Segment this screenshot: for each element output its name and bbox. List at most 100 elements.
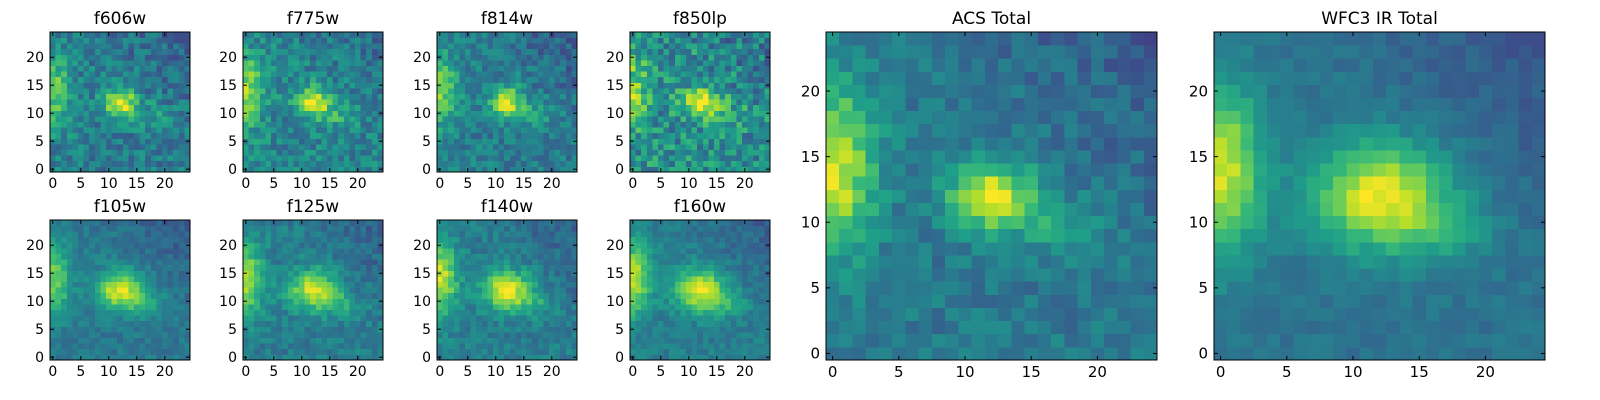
heatmap-cell bbox=[134, 248, 140, 254]
heatmap-cell bbox=[321, 155, 328, 162]
heatmap-cell bbox=[476, 48, 483, 55]
heatmap-cell bbox=[117, 343, 124, 350]
heatmap-cell bbox=[448, 287, 455, 294]
heatmap-cell bbox=[66, 60, 73, 66]
heatmap-cell bbox=[481, 43, 488, 50]
heatmap-cell bbox=[343, 220, 350, 226]
heatmap-cell bbox=[287, 166, 294, 173]
heatmap-cell bbox=[106, 276, 112, 282]
heatmap-cell bbox=[476, 270, 483, 277]
heatmap-cell bbox=[145, 315, 152, 322]
heatmap-cell bbox=[310, 32, 317, 38]
heatmap-cell bbox=[686, 132, 692, 139]
heatmap-cell bbox=[287, 43, 294, 50]
heatmap-cell bbox=[571, 315, 578, 322]
heatmap-cell bbox=[481, 270, 488, 277]
heatmap-cell bbox=[521, 65, 527, 72]
heatmap-cell bbox=[162, 287, 168, 294]
heatmap-cell bbox=[442, 270, 449, 277]
heatmap-cell bbox=[442, 160, 449, 167]
heatmap-cell bbox=[669, 144, 676, 150]
heatmap-cell bbox=[537, 270, 544, 277]
heatmap-cell bbox=[658, 37, 664, 44]
heatmap-cell bbox=[377, 48, 384, 55]
heatmap-cell bbox=[498, 116, 505, 122]
heatmap-cell bbox=[635, 116, 642, 122]
heatmap-cell bbox=[55, 127, 62, 134]
heatmap-cell bbox=[736, 304, 743, 310]
heatmap-cell bbox=[504, 37, 511, 44]
heatmap-cell bbox=[459, 343, 466, 350]
heatmap-cell bbox=[526, 93, 533, 100]
heatmap-cell bbox=[459, 48, 466, 55]
heatmap-cell bbox=[128, 76, 135, 83]
heatmap-cell bbox=[543, 259, 550, 266]
heatmap-cell bbox=[487, 225, 494, 232]
heatmap-cell bbox=[145, 48, 152, 55]
heatmap-cell bbox=[332, 236, 339, 243]
heatmap-cell bbox=[243, 43, 249, 50]
heatmap-cell bbox=[178, 287, 185, 294]
heatmap-cell bbox=[248, 138, 255, 145]
heatmap-cell bbox=[327, 276, 333, 282]
x-tick-label: 15 bbox=[515, 176, 533, 192]
heatmap-cell bbox=[271, 337, 277, 344]
heatmap-cell bbox=[470, 320, 477, 327]
heatmap-cell bbox=[117, 337, 124, 344]
heatmap-cell bbox=[498, 60, 505, 66]
heatmap-cell bbox=[50, 337, 56, 344]
heatmap-cell bbox=[315, 304, 322, 310]
heatmap-cell bbox=[248, 88, 255, 94]
heatmap-cell bbox=[565, 326, 572, 333]
heatmap-cell bbox=[747, 88, 754, 94]
heatmap-cell bbox=[83, 149, 90, 156]
heatmap-cell bbox=[271, 259, 277, 266]
heatmap-cell bbox=[349, 54, 356, 61]
heatmap-cell bbox=[658, 93, 664, 100]
heatmap-cell bbox=[702, 160, 709, 167]
heatmap-cell bbox=[476, 220, 483, 226]
heatmap-cell bbox=[487, 121, 494, 128]
heatmap-cell bbox=[442, 326, 449, 333]
y-tick-label: 15 bbox=[413, 266, 431, 282]
heatmap-cell bbox=[549, 236, 555, 243]
heatmap-cell bbox=[360, 298, 367, 305]
heatmap-cell bbox=[178, 99, 185, 106]
heatmap-cell bbox=[571, 236, 578, 243]
heatmap-cell bbox=[50, 116, 56, 122]
heatmap-cell bbox=[571, 144, 578, 150]
heatmap-cell bbox=[139, 242, 146, 249]
heatmap-cell bbox=[708, 354, 715, 361]
heatmap-cell bbox=[83, 292, 90, 299]
heatmap-cell bbox=[276, 231, 283, 238]
heatmap-cell bbox=[117, 248, 124, 254]
heatmap-cell bbox=[498, 309, 505, 316]
heatmap-cell bbox=[128, 332, 135, 338]
heatmap-cell bbox=[156, 320, 163, 327]
heatmap-cell bbox=[122, 99, 129, 106]
heatmap-cell bbox=[55, 71, 62, 78]
heatmap-cell bbox=[282, 236, 289, 243]
y-tick-label: 0 bbox=[422, 350, 431, 366]
heatmap-cell bbox=[111, 337, 118, 344]
heatmap-cell bbox=[453, 144, 460, 150]
heatmap-cell bbox=[78, 116, 84, 122]
heatmap-cell bbox=[78, 332, 84, 338]
heatmap-cell bbox=[139, 166, 146, 173]
heatmap-cell bbox=[156, 88, 163, 94]
heatmap-cell bbox=[355, 104, 361, 111]
heatmap-cell bbox=[764, 48, 771, 55]
heatmap-cell bbox=[338, 225, 345, 232]
heatmap-cell bbox=[282, 166, 289, 173]
heatmap-cell bbox=[349, 253, 356, 260]
heatmap-cell bbox=[560, 43, 567, 50]
heatmap-cell bbox=[742, 93, 748, 100]
heatmap-cell bbox=[310, 225, 317, 232]
heatmap-cell bbox=[78, 225, 84, 232]
x-tick-label: 20 bbox=[736, 176, 754, 192]
heatmap-cell bbox=[453, 281, 460, 288]
heatmap-cell bbox=[315, 99, 322, 106]
heatmap-cell bbox=[128, 104, 135, 111]
heatmap-cell bbox=[646, 104, 653, 111]
heatmap-cell bbox=[498, 304, 505, 310]
